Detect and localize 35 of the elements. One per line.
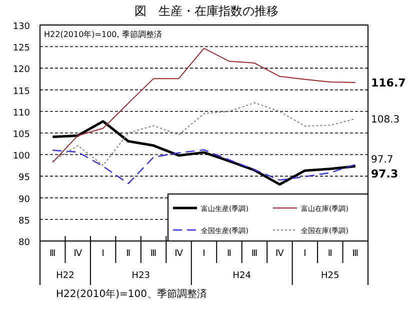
x-tick-label: Ⅳ	[74, 249, 83, 259]
text: H24	[232, 271, 252, 281]
y-tick-label: 100	[12, 152, 30, 162]
x-tick-label: Ⅲ	[50, 249, 56, 259]
x-tick-label: Ⅲ	[150, 249, 157, 259]
y-tick-label: 105	[12, 130, 30, 140]
annotation: H22(2010年)=100, 季節調整済	[44, 30, 162, 39]
y-tick-label: 125	[12, 44, 30, 54]
chart-title: 図 生産・在庫指数の推移	[134, 4, 278, 18]
text: H22(2010年)=100、季節調整済	[56, 288, 207, 300]
data-label: 97.3	[371, 167, 398, 180]
x-tick-label: Ⅱ	[227, 249, 232, 259]
y-tick-label: 110	[12, 108, 30, 118]
x-tick-label: Ⅳ	[174, 249, 184, 259]
y-tick-label: 85	[18, 216, 30, 226]
x-tick-label: Ⅰ	[102, 249, 104, 259]
x-tick-label: Ⅲ	[352, 249, 358, 259]
y-tick-label: 80	[18, 238, 30, 248]
y-tick-label: 120	[12, 65, 30, 76]
text: H25	[321, 271, 340, 281]
text: H22	[56, 271, 74, 281]
x-tick-label: Ⅱ	[328, 249, 332, 259]
y-tick-label: 90	[18, 194, 30, 205]
x-tick-label: Ⅲ	[251, 249, 258, 259]
x-tick-label: Ⅱ	[126, 249, 131, 259]
data-label: 116.7	[371, 76, 406, 90]
x-tick-label: Ⅰ	[202, 249, 206, 259]
data-label: 108.3	[371, 114, 400, 126]
y-tick-label: 115	[12, 86, 30, 97]
x-tick-label: Ⅳ	[276, 249, 285, 259]
data-label: 97.7	[371, 154, 394, 166]
y-tick-label: 130	[12, 22, 30, 32]
text: H23	[132, 271, 150, 281]
y-tick-label: 95	[18, 173, 30, 184]
x-tick-label: Ⅰ	[304, 249, 306, 259]
